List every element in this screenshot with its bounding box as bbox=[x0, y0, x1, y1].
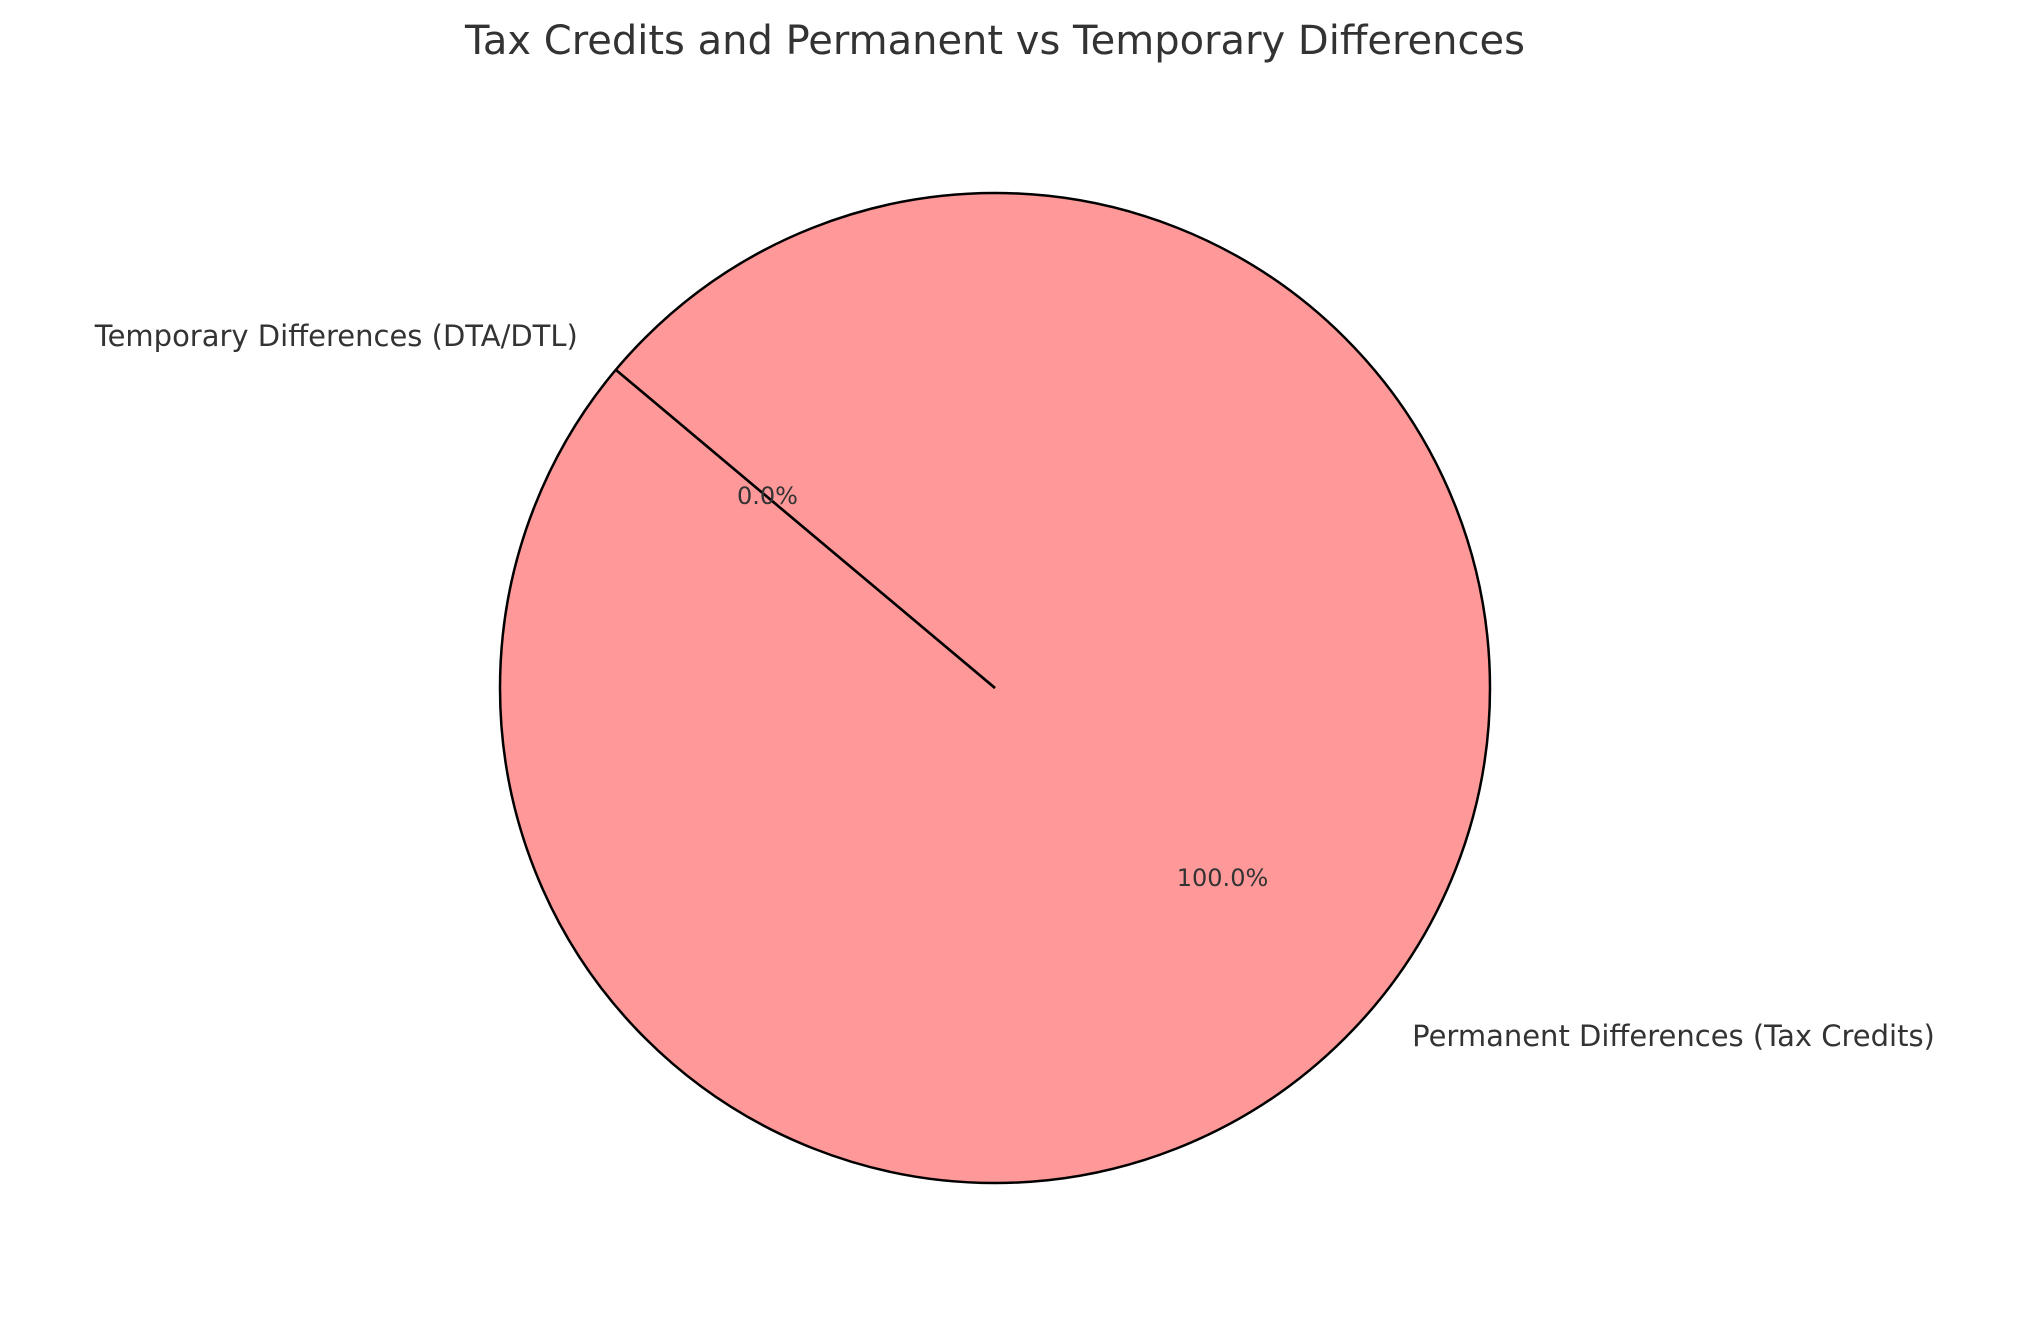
pie-group bbox=[498, 191, 1492, 1185]
slice-label-permanent-differences-tax-credits: Permanent Differences (Tax Credits) bbox=[1412, 1019, 1935, 1053]
slice-percent-permanent-differences-tax-credits: 100.0% bbox=[1177, 864, 1269, 892]
label-group: Permanent Differences (Tax Credits) 100.0… bbox=[94, 319, 1935, 1053]
slice-label-temporary-differences-dta-dtl: Temporary Differences (DTA/DTL) bbox=[94, 319, 578, 353]
chart-title: Tax Credits and Permanent vs Temporary D… bbox=[464, 18, 1525, 64]
pie-slice-temporary-differences-dta-dtl bbox=[615, 368, 996, 689]
slice-percent-temporary-differences-dta-dtl: 0.0% bbox=[737, 482, 798, 510]
